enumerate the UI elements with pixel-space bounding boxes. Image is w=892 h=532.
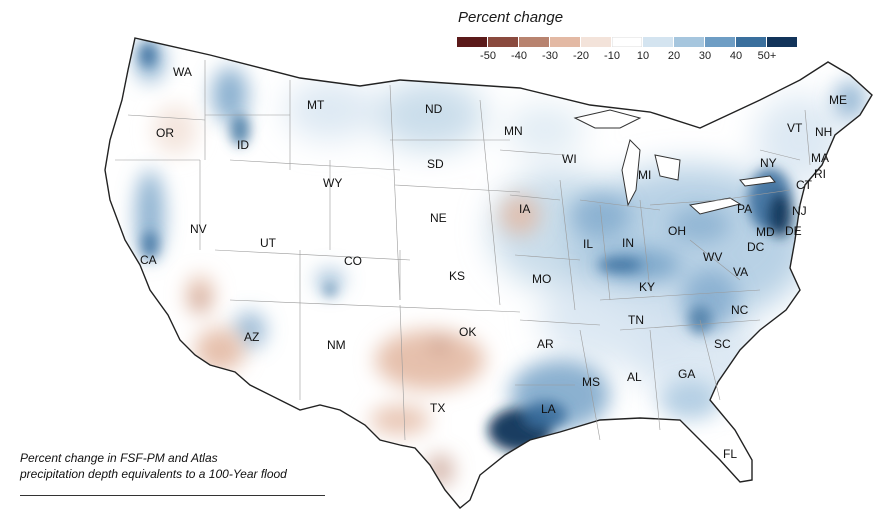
legend-swatch-2: [519, 37, 549, 47]
legend-swatch-9: [736, 37, 766, 47]
figure-caption: Percent change in FSF-PM and Atlas preci…: [20, 450, 287, 482]
legend-tick-label: -30: [542, 50, 558, 62]
caption-line-1: Percent change in FSF-PM and Atlas: [20, 451, 218, 465]
state-label-nj: NJ: [792, 204, 807, 218]
legend-swatch-4: [581, 37, 611, 47]
state-label-az: AZ: [244, 330, 259, 344]
legend-swatch-7: [674, 37, 704, 47]
great-lakes: [573, 109, 776, 215]
state-label-nv: NV: [190, 222, 207, 236]
state-label-ga: GA: [678, 367, 695, 381]
state-label-oh: OH: [668, 224, 686, 238]
state-label-co: CO: [344, 254, 362, 268]
legend-tick-label: -10: [604, 50, 620, 62]
state-label-wi: WI: [562, 152, 577, 166]
state-label-de: DE: [785, 224, 802, 238]
state-label-nd: ND: [425, 102, 443, 116]
legend-tick-label: 20: [667, 50, 681, 62]
state-label-mt: MT: [307, 98, 325, 112]
state-label-ks: KS: [449, 269, 465, 283]
legend-swatch-0: [457, 37, 487, 47]
state-label-ca: CA: [140, 253, 157, 267]
state-label-ut: UT: [260, 236, 277, 250]
state-label-mo: MO: [532, 272, 551, 286]
legend-color-bar: [457, 37, 798, 47]
state-label-mn: MN: [504, 124, 523, 138]
legend-swatch-8: [705, 37, 735, 47]
state-label-ma: MA: [811, 151, 829, 165]
state-label-mi: MI: [638, 168, 651, 182]
state-label-la: LA: [541, 402, 556, 416]
legend-tick-label: 50+: [757, 50, 777, 62]
state-label-in: IN: [622, 236, 634, 250]
legend-tick-label: -20: [573, 50, 589, 62]
legend-swatch-1: [488, 37, 518, 47]
state-label-ne: NE: [430, 211, 447, 225]
state-label-va: VA: [733, 265, 748, 279]
legend-title: Percent change: [458, 9, 564, 26]
state-label-md: MD: [756, 225, 775, 239]
state-label-wa: WA: [173, 65, 192, 79]
legend-tick-label: -50: [480, 50, 496, 62]
legend-swatch-3: [550, 37, 580, 47]
state-label-il: IL: [583, 237, 593, 251]
caption-line-2: precipitation depth equivalents to a 100…: [20, 467, 287, 481]
state-label-ok: OK: [459, 325, 476, 339]
state-label-al: AL: [627, 370, 642, 384]
state-label-ky: KY: [639, 280, 655, 294]
state-label-ny: NY: [760, 156, 777, 170]
state-label-nc: NC: [731, 303, 749, 317]
state-label-pa: PA: [737, 202, 752, 216]
state-borders: [115, 60, 811, 441]
state-label-ri: RI: [814, 167, 826, 181]
state-label-or: OR: [156, 126, 174, 140]
state-label-vt: VT: [787, 121, 803, 135]
state-label-nm: NM: [327, 338, 346, 352]
legend-tick-label: 40: [729, 50, 743, 62]
state-label-tn: TN: [628, 313, 644, 327]
state-label-ct: CT: [796, 178, 813, 192]
legend-tick-labels: -50 -40 -30 -20 -10 10 20 30 40 50+: [457, 50, 798, 64]
state-label-nh: NH: [815, 125, 832, 139]
us-outline: [104, 37, 873, 509]
state-label-me: ME: [829, 93, 847, 107]
state-label-tx: TX: [430, 401, 445, 415]
state-label-sc: SC: [714, 337, 731, 351]
state-label-ms: MS: [582, 375, 600, 389]
state-label-ia: IA: [519, 202, 530, 216]
state-label-ar: AR: [537, 337, 554, 351]
state-label-fl: FL: [723, 447, 737, 461]
state-label-sd: SD: [427, 157, 444, 171]
state-labels: WA OR CA ID NV MT WY UT AZ CO NM ND SD N…: [140, 65, 847, 461]
state-label-id: ID: [237, 138, 249, 152]
legend-tick-label: -40: [511, 50, 527, 62]
legend-tick-label: 30: [698, 50, 712, 62]
legend-swatch-10: [767, 37, 797, 47]
legend-swatch-6: [643, 37, 673, 47]
state-label-wy: WY: [323, 176, 342, 190]
legend-tick-label: 10: [636, 50, 650, 62]
state-label-dc: DC: [747, 240, 765, 254]
caption-divider: [20, 495, 325, 496]
state-label-wv: WV: [703, 250, 722, 264]
legend-swatch-5: [612, 37, 642, 47]
